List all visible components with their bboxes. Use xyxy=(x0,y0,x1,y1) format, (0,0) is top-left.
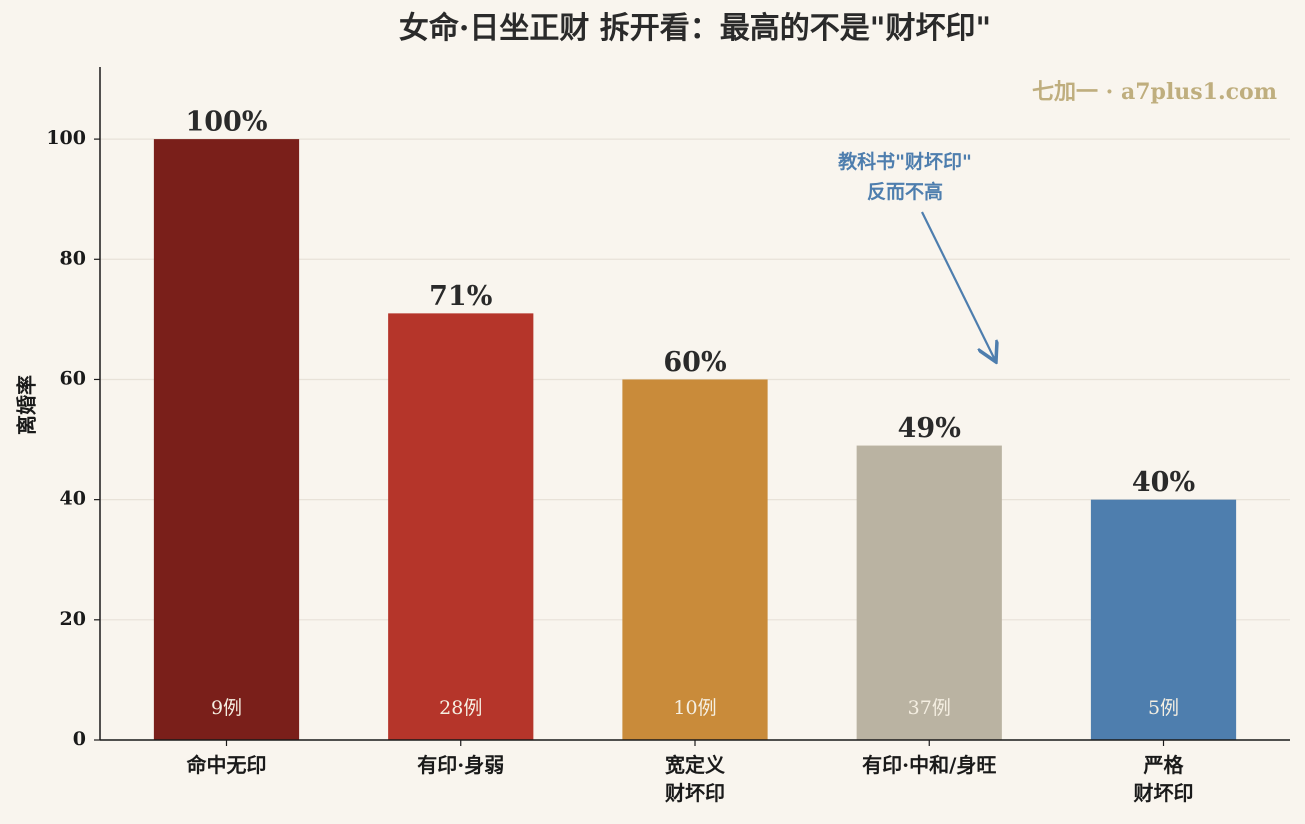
y-tick-label: 0 xyxy=(73,728,86,750)
bar xyxy=(1090,499,1237,740)
x-tick-label: 严格 财坏印 xyxy=(1133,753,1194,805)
value-label: 49% xyxy=(898,413,961,444)
bar-note: 28例 xyxy=(439,697,482,719)
y-tick-label: 40 xyxy=(60,488,86,510)
value-label: 71% xyxy=(429,281,492,312)
bar xyxy=(153,139,300,740)
bar-note: 5例 xyxy=(1148,697,1179,719)
bar-note: 10例 xyxy=(673,697,716,719)
watermark: 七加一 · a7plus1.com xyxy=(1032,79,1277,105)
value-label: 60% xyxy=(663,347,726,378)
x-tick-label: 宽定义 财坏印 xyxy=(665,753,725,805)
y-axis-label: 离婚率 xyxy=(15,375,39,435)
y-tick-label: 20 xyxy=(60,608,86,630)
bar xyxy=(856,445,1002,740)
value-label: 40% xyxy=(1132,467,1195,498)
y-tick-label: 100 xyxy=(46,127,86,149)
x-tick-label: 有印·中和/身旺 xyxy=(862,753,997,777)
annotation: 教科书"财坏印" 反而不高 xyxy=(838,151,972,203)
y-tick-label: 80 xyxy=(60,247,86,269)
x-tick-label: 命中无印 xyxy=(186,753,267,777)
bar xyxy=(622,379,768,740)
bar-note: 37例 xyxy=(908,697,951,719)
value-label: 100% xyxy=(185,107,267,138)
annotation-arrow xyxy=(921,211,995,360)
x-tick-label: 有印·身弱 xyxy=(417,753,505,777)
chart-title: 女命·日坐正财 拆开看：最高的不是"财坏印" xyxy=(399,11,991,46)
bar-note: 9例 xyxy=(211,697,242,719)
bar xyxy=(388,313,534,740)
y-tick-label: 60 xyxy=(60,367,86,389)
